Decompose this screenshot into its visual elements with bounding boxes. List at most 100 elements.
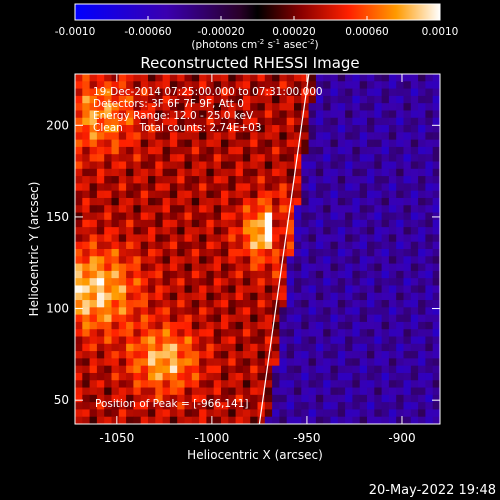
heatmap-cell: [374, 394, 382, 403]
heatmap-cell: [250, 227, 258, 235]
heatmap-cell: [352, 343, 361, 352]
heatmap-cell: [111, 146, 120, 155]
heatmap-cell: [242, 300, 251, 308]
heatmap-cell: [315, 95, 324, 104]
heatmap-cell: [111, 110, 120, 119]
heatmap-cell: [242, 139, 251, 148]
heatmap-cell: [381, 227, 390, 235]
heatmap-cell: [374, 81, 382, 89]
heatmap-cell: [374, 95, 382, 104]
heatmap-cell: [155, 372, 163, 381]
heatmap-cell: [286, 146, 295, 155]
heatmap-cell: [432, 300, 441, 308]
heatmap-cell: [250, 74, 258, 82]
heatmap-cell: [374, 314, 382, 323]
heatmap-cell: [184, 110, 193, 119]
heatmap-cell: [206, 212, 215, 221]
heatmap-cell: [337, 329, 346, 337]
solar-limb-line: [258, 73, 310, 425]
heatmap-cell: [264, 336, 273, 345]
heatmap-cell: [315, 117, 324, 126]
heatmap-cell: [184, 212, 193, 221]
heatmap-cell: [432, 190, 441, 199]
heatmap-cell: [425, 88, 434, 97]
heatmap-cell: [148, 88, 156, 97]
heatmap-cell: [396, 95, 404, 104]
heatmap-cell: [294, 117, 302, 126]
heatmap-cell: [337, 394, 346, 403]
heatmap-cell: [104, 88, 112, 97]
heatmap-cell: [294, 234, 302, 243]
heatmap-cell: [418, 125, 426, 133]
heatmap-cell: [286, 81, 295, 89]
heatmap-cell: [82, 197, 90, 206]
heatmap-cell: [272, 95, 280, 104]
heatmap-cell: [250, 249, 258, 257]
heatmap-cell: [228, 234, 236, 243]
heatmap-cell: [242, 402, 251, 410]
heatmap-cell: [425, 292, 434, 301]
heatmap-cell: [250, 314, 258, 323]
heatmap-cell: [228, 154, 236, 162]
heatmap-cell: [301, 263, 309, 272]
heatmap-cell: [323, 154, 331, 162]
heatmap-cell: [308, 197, 317, 206]
heatmap-cell: [301, 88, 309, 97]
heatmap-cell: [272, 146, 280, 155]
heatmap-cell: [272, 372, 280, 381]
heatmap-cell: [374, 380, 382, 388]
heatmap-cell: [323, 241, 331, 250]
heatmap-cell: [250, 321, 258, 330]
heatmap-cell: [206, 190, 215, 199]
heatmap-cell: [381, 125, 390, 133]
heatmap-cell: [432, 321, 441, 330]
heatmap-cell: [250, 256, 258, 264]
heatmap-cell: [272, 285, 280, 294]
heatmap-cell: [169, 176, 178, 184]
heatmap-cell: [213, 278, 222, 286]
heatmap-cell: [352, 416, 361, 425]
heatmap-cell: [228, 249, 236, 257]
heatmap-cell: [111, 234, 120, 243]
heatmap-cell: [118, 387, 127, 396]
heatmap-cell: [155, 205, 163, 213]
heatmap-cell: [286, 154, 295, 162]
heatmap-cell: [425, 365, 434, 374]
heatmap-cell: [169, 402, 178, 410]
heatmap-cell: [272, 74, 280, 82]
heatmap-cell: [301, 219, 309, 228]
heatmap-cell: [82, 256, 90, 264]
heatmap-cell: [272, 256, 280, 264]
heatmap-cell: [315, 387, 324, 396]
heatmap-cell: [359, 117, 368, 126]
heatmap-cell: [191, 409, 200, 418]
heatmap-cell: [410, 358, 419, 367]
heatmap-cell: [301, 278, 309, 286]
heatmap-cell: [169, 197, 178, 206]
heatmap-cell: [140, 394, 149, 403]
heatmap-cell: [359, 88, 368, 97]
heatmap-cell: [308, 278, 317, 286]
heatmap-cell: [257, 387, 266, 396]
heatmap-cell: [279, 394, 288, 403]
heatmap-cell: [184, 402, 193, 410]
heatmap-cell: [235, 416, 244, 425]
heatmap-cell: [111, 372, 120, 381]
heatmap-cell: [308, 336, 317, 345]
heatmap-cell: [418, 409, 426, 418]
heatmap-cell: [89, 343, 98, 352]
heatmap-cell: [418, 365, 426, 374]
heatmap-cell: [388, 329, 397, 337]
heatmap-cell: [330, 205, 339, 213]
heatmap-cell: [396, 329, 404, 337]
heatmap-cell: [221, 110, 229, 119]
heatmap-cell: [323, 190, 331, 199]
heatmap-cell: [169, 256, 178, 264]
heatmap-cell: [418, 278, 426, 286]
heatmap-cell: [184, 154, 193, 162]
heatmap-cell: [257, 88, 266, 97]
heatmap-cell: [250, 380, 258, 388]
heatmap-cell: [315, 168, 324, 177]
heatmap-cell: [330, 212, 339, 221]
heatmap-cell: [418, 197, 426, 206]
